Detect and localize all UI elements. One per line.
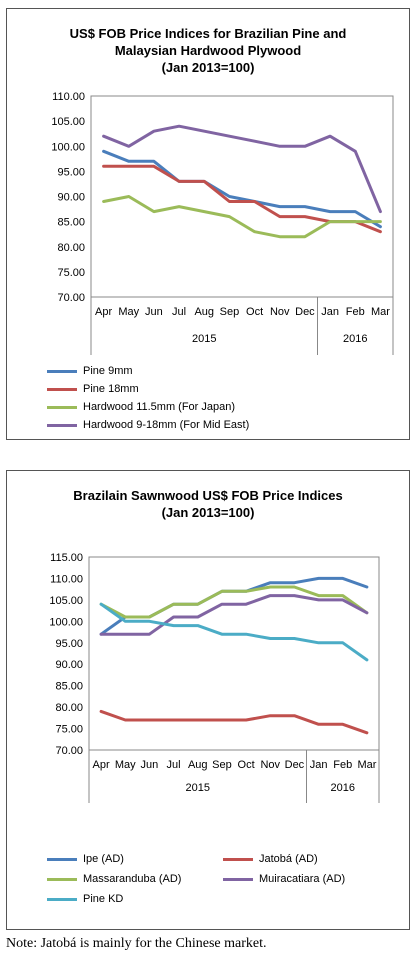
x-tick-label: Aug — [188, 759, 208, 771]
y-tick-label: 70.00 — [57, 292, 85, 304]
y-tick-label: 85.00 — [55, 681, 83, 693]
y-tick-label: 100.00 — [51, 141, 85, 153]
legend-label: Pine KD — [83, 893, 124, 905]
legend-label: Ipe (AD) — [83, 853, 124, 865]
y-tick-label: 95.00 — [55, 638, 83, 650]
y-tick-label: 85.00 — [57, 217, 85, 229]
legend-item: Pine 18mm — [47, 383, 139, 395]
x-tick-label: Oct — [246, 306, 263, 318]
x-tick-label: Mar — [357, 759, 376, 771]
plot-area — [90, 95, 394, 298]
legend-swatch — [47, 857, 77, 861]
x-tick-label: Feb — [333, 759, 352, 771]
legend-label: Jatobá (AD) — [259, 853, 318, 865]
series-line — [99, 709, 369, 735]
legend-label: Pine 18mm — [83, 383, 139, 395]
chart-panel-sawnwood: Brazilain Sawnwood US$ FOB Price Indices… — [6, 470, 410, 930]
x-tick-label: Nov — [260, 759, 280, 771]
y-tick-label: 110.00 — [52, 91, 85, 103]
x-tick-label: Jul — [167, 759, 181, 771]
legend-swatch — [223, 857, 253, 861]
x-tick-label: Aug — [194, 306, 214, 318]
legend-label: Pine 9mm — [83, 365, 133, 377]
legend-swatch — [47, 897, 77, 901]
plywood-line-chart: 110.00 105.00 100.00 95.00 90.00 85.00 80.00 75… — [51, 91, 394, 355]
series-line — [102, 124, 382, 214]
y-tick-label: 80.00 — [57, 242, 85, 254]
y-tick-label: 115.00 — [50, 552, 83, 564]
legend-swatch — [47, 387, 77, 391]
legend-label: Muiracatiara (AD) — [259, 873, 346, 885]
year-label: 2016 — [343, 333, 367, 345]
year-label: 2016 — [331, 782, 355, 794]
chart-panel-plywood: US$ FOB Price Indices for Brazilian Pine… — [6, 8, 410, 440]
legend-item: Muiracatiara (AD) — [223, 873, 345, 885]
x-tick-label: Nov — [270, 306, 290, 318]
chart-title-line: (Jan 2013=100) — [161, 505, 255, 520]
legend-swatch — [47, 405, 77, 409]
y-tick-label: 75.00 — [57, 267, 85, 279]
chart-title-line: US$ FOB Price Indices for Brazilian Pine… — [69, 26, 347, 41]
y-tick-label: 105.00 — [49, 595, 83, 607]
y-tick-label: 90.00 — [57, 192, 85, 204]
x-tick-label: Jun — [145, 306, 163, 318]
x-tick-label: Jun — [141, 759, 159, 771]
legend-label: Massaranduba (AD) — [83, 873, 182, 885]
series-line — [99, 594, 369, 636]
x-tick-label: May — [115, 759, 136, 771]
y-tick-label: 75.00 — [55, 724, 83, 736]
legend-item: Massaranduba (AD) — [47, 873, 181, 885]
series-line — [99, 585, 369, 619]
y-tick-label: 95.00 — [57, 166, 85, 178]
legend-swatch — [47, 423, 77, 427]
legend-item: Pine 9mm — [47, 365, 133, 377]
legend-swatch — [223, 877, 253, 881]
legend-item: Pine KD — [47, 893, 123, 905]
x-tick-label: Apr — [93, 759, 110, 771]
x-tick-label: Jan — [310, 759, 328, 771]
legend-item: Ipe (AD) — [47, 853, 124, 865]
legend-swatch — [47, 877, 77, 881]
x-tick-label: Mar — [371, 306, 390, 318]
y-tick-label: 70.00 — [55, 745, 83, 757]
series-line — [99, 602, 369, 662]
year-label: 2015 — [186, 782, 210, 794]
x-tick-label: Oct — [238, 759, 255, 771]
plot-area — [88, 556, 380, 751]
chart-title: Brazilain Sawnwood US$ FOB Price Indices… — [7, 487, 409, 521]
y-tick-label: 105.00 — [51, 116, 85, 128]
y-tick-label: 80.00 — [55, 702, 83, 714]
footnote: Note: Jatobá is mainly for the Chinese m… — [6, 936, 267, 951]
legend-item: Hardwood 11.5mm (For Japan) — [47, 401, 235, 413]
year-label: 2015 — [192, 333, 216, 345]
y-tick-label: 90.00 — [55, 659, 83, 671]
legend-label: Hardwood 9-18mm (For Mid East) — [83, 419, 250, 431]
series-line — [102, 149, 382, 229]
x-tick-label: Dec — [285, 759, 305, 771]
legend-swatch — [47, 369, 77, 373]
legend-item: Hardwood 9-18mm (For Mid East) — [47, 419, 249, 431]
x-tick-label: Jul — [172, 306, 186, 318]
series-line — [102, 195, 382, 239]
legend-item: Jatobá (AD) — [223, 853, 318, 865]
x-tick-label: Apr — [95, 306, 112, 318]
x-tick-label: Feb — [346, 306, 365, 318]
chart-title-line: Malaysian Hardwood Plywood — [114, 43, 302, 58]
x-tick-label: Dec — [295, 306, 315, 318]
x-tick-label: Sep — [212, 759, 232, 771]
x-tick-label: Sep — [220, 306, 240, 318]
y-tick-label: 110.00 — [50, 573, 83, 585]
x-tick-label: May — [118, 306, 139, 318]
x-tick-label: Jan — [321, 306, 339, 318]
y-tick-label: 100.00 — [49, 616, 83, 628]
sawnwood-line-chart: 115.00 110.00 105.00 100.00 95.00 90.00 85.00 8… — [49, 552, 380, 803]
series-line — [99, 576, 369, 636]
chart-title-line: (Jan 2013=100) — [161, 60, 255, 75]
chart-title-line: Brazilain Sawnwood US$ FOB Price Indices — [73, 488, 343, 503]
legend-label: Hardwood 11.5mm (For Japan) — [83, 401, 236, 413]
chart-title: US$ FOB Price Indices for Brazilian Pine… — [7, 25, 409, 76]
